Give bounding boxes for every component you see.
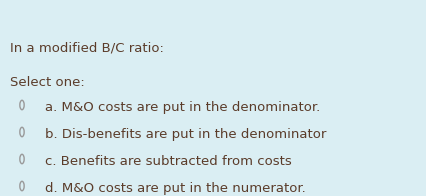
Ellipse shape (20, 100, 24, 110)
Ellipse shape (20, 127, 24, 137)
Text: Select one:: Select one: (10, 76, 84, 89)
Ellipse shape (20, 154, 24, 164)
Text: In a modified B/C ratio:: In a modified B/C ratio: (10, 41, 164, 54)
Text: a. M&O costs are put in the denominator.: a. M&O costs are put in the denominator. (45, 101, 320, 114)
Ellipse shape (20, 181, 24, 191)
Text: d. M&O costs are put in the numerator.: d. M&O costs are put in the numerator. (45, 182, 305, 195)
Text: c. Benefits are subtracted from costs: c. Benefits are subtracted from costs (45, 155, 291, 168)
Text: b. Dis-benefits are put in the denominator: b. Dis-benefits are put in the denominat… (45, 128, 325, 141)
